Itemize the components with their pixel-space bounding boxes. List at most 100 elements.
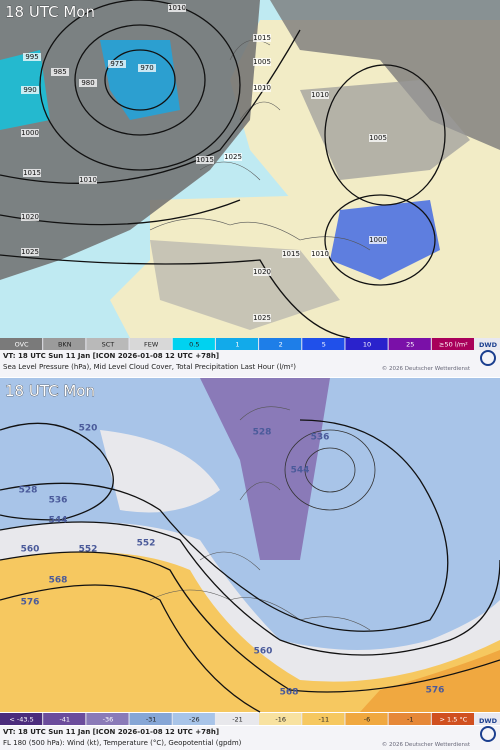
legend-swatch [302,338,345,350]
map-label: 975 [110,60,123,68]
map-label: 528 [19,486,38,496]
label-bg [253,84,271,92]
logo-icon [480,726,496,742]
legend-swatch [345,713,388,725]
caption-area [0,350,500,377]
map-label: 1005 [369,134,387,142]
map-label: 536 [311,433,330,443]
map-label: 560 [21,545,40,555]
legend-label: -31 [146,716,157,724]
legend-swatch [259,338,302,350]
map-label: 1025 [21,248,39,256]
legend-label: 0.5 [189,341,199,349]
legend-swatch [172,338,215,350]
valid-time: VT: 18 UTC Sun 11 Jan [ICON 2026-01-08 1… [3,728,219,736]
label-bg [23,169,41,177]
legend-swatch [215,713,259,725]
legend-label: -36 [103,716,114,724]
map-label: 1010 [311,91,329,99]
legend-label: -16 [275,716,286,724]
label-bg [21,248,39,256]
legend-label: ≥50 l/m² [439,341,468,349]
legend-swatch [43,713,86,725]
legend: OVC BKN SCT FEW 0.5 1 2 5 10 25 ≥50 l/m² [0,338,500,350]
panel-header: 18 UTC Mon [5,382,95,400]
copyright: © 2026 Deutscher Wetterdienst [382,741,471,748]
legend-label: -1 [407,716,413,724]
legend-label: OVC [15,341,29,349]
description: Sea Level Pressure (hPa), Mid Level Clou… [3,363,296,371]
legend-swatch [129,713,172,725]
legend-swatch [86,338,129,350]
panel-header: 18 UTC Mon [5,3,95,21]
map-label: 544 [49,516,68,526]
map-label: 980 [81,79,94,87]
legend-swatch [388,338,431,350]
isobar-labels: 1010 995 985 980 975 970 990 1000 1015 1010 1020 10… [21,4,387,322]
map-label: 1015 [23,169,41,177]
map-label: 568 [280,688,299,698]
label-bg [224,153,242,161]
map-label: 552 [137,539,156,549]
label-bg [253,58,271,66]
valid-time: VT: 18 UTC Sun 11 Jan [ICON 2026-01-08 1… [3,352,219,360]
copyright: © 2026 Deutscher Wetterdienst [382,365,471,372]
label-bg [196,156,214,164]
map-label: 985 [53,68,66,76]
legend-label: 10 [363,341,371,349]
legend-label: 2 [279,341,283,349]
legend-swatch [431,338,474,350]
legend-label: -6 [364,716,370,724]
map-label: 560 [254,647,273,657]
label-bg [21,86,39,94]
legend: < -43.5 -41 -36 -31 -26 -21 -16 -11 -6 -1 > 1.5 °C [0,713,500,725]
label-bg [369,134,387,142]
label-bg [369,236,387,244]
map-label: 1015 [282,250,300,258]
map-label: 1010 [311,250,329,258]
legend-label: SCT [102,341,115,349]
legend-label: BKN [58,341,72,349]
map-label: 1020 [253,268,271,276]
legend-label: -21 [232,716,243,724]
map-label: 1000 [369,236,387,244]
legend-label: 1 [235,341,239,349]
legend-swatch [0,713,43,725]
caption-area [0,726,500,750]
map-label: 552 [79,545,98,555]
label-bg [23,53,41,61]
map-label: 1010 [253,84,271,92]
label-bg [253,34,271,42]
label-bg [168,4,186,12]
label-bg [79,79,97,87]
map-label: 1015 [253,34,271,42]
label-bg [253,268,271,276]
legend-label: 25 [406,341,414,349]
map-label: 520 [79,424,98,434]
legend-swatch [129,338,172,350]
legend-swatch [259,713,302,725]
map-label: 528 [253,428,272,438]
map-label: 1000 [21,129,39,137]
legend-swatch [345,338,388,350]
map-label: 568 [49,576,68,586]
logo-icon [480,350,496,366]
label-bg [51,68,69,76]
legend-swatch [431,713,474,725]
logo: DWD [479,341,498,349]
label-bg [21,129,39,137]
map-label: 1010 [79,176,97,184]
legend-swatch [0,338,43,350]
legend-label: -41 [59,716,70,724]
upper-air-map [0,378,500,713]
map-label: 995 [25,53,38,61]
map-label: 1015 [196,156,214,164]
map-label: 1010 [168,4,186,12]
label-bg [108,60,126,68]
legend-label: > 1.5 °C [440,716,468,724]
map-label: 990 [23,86,36,94]
legend-label: -11 [319,716,330,724]
label-bg [253,314,271,322]
label-bg [21,213,39,221]
